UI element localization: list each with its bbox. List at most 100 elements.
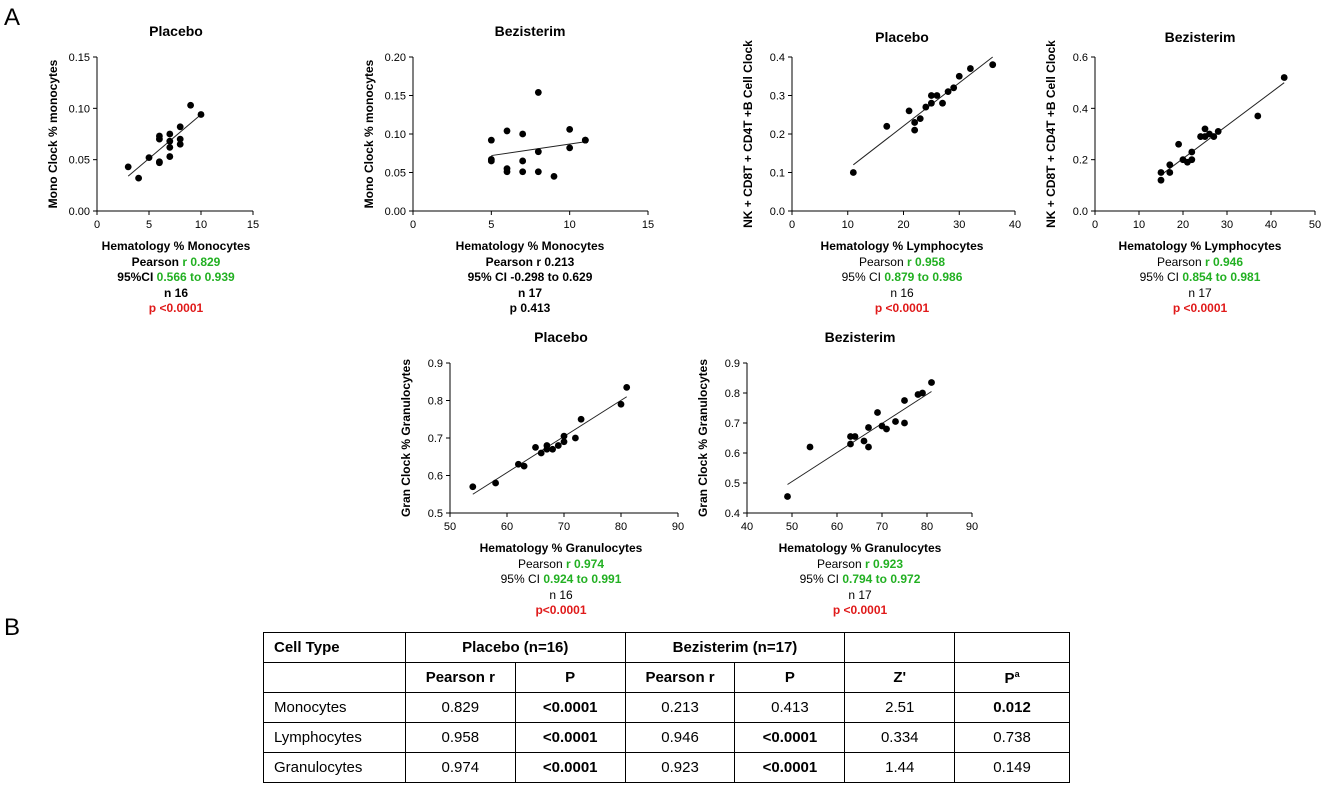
pearson-label: Pearson xyxy=(1156,254,1202,269)
subheader-p-bezisterim: P xyxy=(734,662,846,693)
n-value: n 17 xyxy=(517,285,543,300)
cell-p-bezisterim: 0.413 xyxy=(734,692,846,723)
subheader-p-placebo: P xyxy=(514,662,626,693)
ci-label: 95% CI xyxy=(1139,270,1179,284)
data-point xyxy=(487,136,495,144)
stats-lymph-bezisterim: Hematology % Lymphocytes Pearson r 0.946… xyxy=(1119,239,1282,317)
x-tick-label: 50 xyxy=(786,521,798,533)
data-point xyxy=(851,433,859,440)
cell-p-placebo: <0.0001 xyxy=(514,692,626,723)
cell-r-bezisterim: 0.213 xyxy=(624,692,736,723)
data-point xyxy=(469,483,477,491)
y-tick-label: 0.5 xyxy=(428,508,443,520)
header-cell-type: Cell Type xyxy=(263,632,406,663)
data-point xyxy=(1188,148,1196,156)
y-tick-label: 0.4 xyxy=(725,508,740,520)
stats-gran-placebo: Hematology % Granulocytes Pearson r 0.97… xyxy=(480,541,643,619)
y-tick-label: 0.10 xyxy=(69,103,90,115)
n-value: n 16 xyxy=(890,285,914,300)
x-tick-label: 10 xyxy=(1133,219,1145,231)
p-value: p <0.0001 xyxy=(148,301,204,315)
data-point xyxy=(883,425,890,433)
table-row: Lymphocytes 0.958 <0.0001 0.946 <0.0001 … xyxy=(263,722,1070,753)
stats-gran-bezisterim: Hematology % Granulocytes Pearson r 0.92… xyxy=(779,541,942,619)
pearson-r: r 0.946 xyxy=(1205,254,1244,269)
ci-value: 95% CI -0.298 to 0.629 xyxy=(467,270,593,284)
x-tick-label: 30 xyxy=(953,219,965,231)
ci-label: 95% CI xyxy=(841,270,881,284)
data-point xyxy=(1157,169,1165,176)
y-tick-label: 0.2 xyxy=(1073,155,1088,167)
chart-title: Bezisterim xyxy=(825,329,896,345)
x-tick-label: 50 xyxy=(444,521,456,533)
data-point xyxy=(919,389,926,397)
stats-mono-bezisterim: Hematology % Monocytes Pearson r 0.213 9… xyxy=(456,239,605,317)
ci-label: 95% CI xyxy=(500,572,540,586)
cell-p-placebo: <0.0001 xyxy=(514,752,626,783)
header-placebo: Placebo (n=16) xyxy=(404,632,626,663)
data-point xyxy=(865,424,872,431)
regression-line xyxy=(787,391,932,485)
p-value: p <0.0001 xyxy=(874,301,930,315)
n-value: n 16 xyxy=(549,587,573,602)
data-point xyxy=(874,409,881,416)
y-tick-label: 0.9 xyxy=(725,358,740,370)
data-point xyxy=(487,156,495,163)
table-row: Granulocytes 0.974 <0.0001 0.923 <0.0001… xyxy=(263,752,1070,783)
stats-mono-placebo: Hematology % Monocytes Pearson r 0.829 9… xyxy=(102,239,251,317)
data-point xyxy=(176,140,184,148)
y-tick-label: 0.20 xyxy=(385,52,406,64)
cell-r-placebo: 0.974 xyxy=(404,752,516,783)
data-point xyxy=(927,99,935,107)
data-point xyxy=(1166,161,1174,169)
subheader-pa: Pa xyxy=(954,662,1070,693)
y-tick-label: 0.1 xyxy=(770,168,785,180)
regression-line xyxy=(853,56,994,166)
data-point xyxy=(1214,128,1222,135)
cell-pa: 0.738 xyxy=(954,722,1070,753)
y-tick-label: 0.05 xyxy=(385,168,406,180)
data-point xyxy=(543,442,551,449)
data-point xyxy=(883,122,891,130)
y-tick-label: 0.3 xyxy=(770,91,785,103)
x-tick-label: 15 xyxy=(247,219,259,231)
data-point xyxy=(1254,112,1262,120)
y-tick-label: 0.4 xyxy=(770,52,785,64)
pearson-r: Pearson r 0.213 xyxy=(485,254,575,269)
data-point xyxy=(905,107,913,115)
y-tick-label: 0.00 xyxy=(385,206,406,218)
data-point xyxy=(967,65,974,72)
data-point xyxy=(916,115,924,122)
data-point xyxy=(519,168,527,176)
data-point xyxy=(1157,176,1165,184)
data-point xyxy=(537,449,545,457)
data-point xyxy=(554,442,562,449)
x-tick-label: 0 xyxy=(789,219,795,231)
pearson-r: r 0.923 xyxy=(865,556,904,571)
cell-p-bezisterim: <0.0001 xyxy=(734,752,846,783)
data-point xyxy=(534,148,542,156)
data-point xyxy=(520,462,528,470)
row-name: Monocytes xyxy=(263,692,406,723)
data-point xyxy=(1188,156,1196,164)
x-tick-label: 15 xyxy=(642,219,654,231)
chart-title: Bezisterim xyxy=(495,23,566,39)
data-point xyxy=(1210,133,1218,140)
ci-value: 0.879 to 0.986 xyxy=(884,270,963,284)
p-value: p<0.0001 xyxy=(535,603,587,617)
data-point xyxy=(519,130,527,138)
x-tick-label: 80 xyxy=(615,521,627,533)
panel-label-b: B xyxy=(4,614,21,641)
data-point xyxy=(176,135,184,143)
x-tick-label: 70 xyxy=(558,521,570,533)
header-empty xyxy=(954,632,1070,663)
data-point xyxy=(560,438,568,446)
x-tick-label: 50 xyxy=(1309,219,1321,231)
ci-value: 0.854 to 0.981 xyxy=(1182,270,1261,284)
data-point xyxy=(566,144,574,152)
cell-pa: 0.012 xyxy=(954,692,1070,723)
y-tick-label: 0.10 xyxy=(385,129,406,141)
y-axis-label: Mono Clock % monocytes xyxy=(362,59,376,208)
xlabel-text: Hematology % Granulocytes xyxy=(479,541,643,555)
